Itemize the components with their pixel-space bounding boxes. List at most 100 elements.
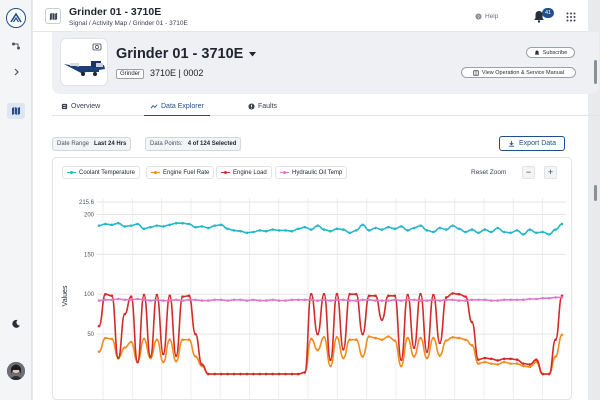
data-point bbox=[489, 357, 493, 361]
data-point bbox=[239, 372, 242, 376]
legend-item-coolant[interactable]: Coolant Temperature bbox=[62, 166, 140, 179]
date-range-select[interactable]: Date Range Last 24 Hrs bbox=[52, 137, 132, 151]
data-point bbox=[123, 346, 127, 349]
data-point bbox=[187, 338, 191, 341]
data-point bbox=[509, 357, 512, 361]
asset-name: Grinder 01 - 3710E bbox=[116, 46, 244, 62]
route-icon[interactable] bbox=[7, 38, 25, 54]
data-point bbox=[348, 231, 352, 235]
data-point bbox=[219, 372, 223, 376]
data-point bbox=[335, 227, 339, 231]
data-point bbox=[168, 223, 172, 227]
data-point bbox=[399, 364, 403, 368]
export-data-button[interactable]: Export Data bbox=[499, 136, 565, 151]
data-point bbox=[560, 296, 564, 299]
data-point bbox=[104, 298, 107, 302]
data-point bbox=[342, 356, 345, 360]
data-point bbox=[528, 365, 532, 369]
data-point bbox=[149, 299, 152, 302]
data-point bbox=[419, 292, 422, 296]
data-point bbox=[245, 299, 249, 302]
data-point bbox=[213, 224, 217, 227]
left-rail bbox=[0, 0, 32, 400]
map-icon[interactable] bbox=[7, 103, 25, 119]
data-point bbox=[541, 230, 545, 234]
zoom-in-button[interactable]: + bbox=[544, 166, 557, 179]
legend-swatch bbox=[221, 170, 230, 174]
tab-faults[interactable]: Faults bbox=[248, 100, 277, 113]
trend-icon bbox=[150, 104, 158, 109]
data-point bbox=[187, 222, 191, 226]
legend-item-engine-load[interactable]: Engine Load bbox=[216, 166, 272, 179]
data-point bbox=[136, 360, 139, 364]
data-point bbox=[348, 299, 352, 302]
data-point bbox=[207, 226, 210, 230]
data-point bbox=[464, 295, 467, 298]
data-point bbox=[393, 339, 397, 342]
data-point bbox=[232, 298, 236, 302]
line-chart[interactable]: 215.6 200 150 100 50 Values bbox=[53, 158, 572, 400]
data-point bbox=[361, 298, 364, 302]
data-point bbox=[149, 355, 152, 358]
legend-item-fuel-rate[interactable]: Engine Fuel Rate bbox=[146, 166, 215, 179]
y-tick-label: 215.6 bbox=[79, 200, 95, 206]
subscribe-label: Subscribe bbox=[542, 49, 568, 56]
scrollbar-thumb[interactable] bbox=[594, 60, 597, 84]
data-point bbox=[367, 298, 371, 302]
data-point bbox=[226, 372, 229, 376]
data-point bbox=[200, 299, 204, 302]
app-logo-icon[interactable] bbox=[6, 8, 26, 28]
data-point bbox=[277, 299, 281, 302]
data-point bbox=[502, 360, 506, 364]
data-point bbox=[181, 295, 184, 298]
tab-data-explorer[interactable]: Data Explorer bbox=[144, 100, 210, 116]
tab-overview[interactable]: Overview bbox=[61, 100, 100, 113]
data-point bbox=[515, 298, 519, 302]
data-point bbox=[419, 299, 422, 302]
data-point bbox=[110, 337, 114, 341]
camera-icon[interactable] bbox=[92, 43, 102, 51]
data-point bbox=[207, 299, 210, 302]
data-point bbox=[174, 298, 178, 302]
legend-swatch bbox=[280, 170, 289, 174]
subscribe-button[interactable]: Subscribe bbox=[526, 47, 575, 58]
avatar[interactable] bbox=[7, 362, 25, 380]
data-point bbox=[136, 222, 139, 226]
data-points-select[interactable]: Data Points: 4 of 124 Selected bbox=[145, 137, 242, 151]
data-point bbox=[271, 372, 274, 376]
data-point bbox=[155, 338, 159, 341]
data-point bbox=[432, 293, 435, 297]
data-point bbox=[528, 297, 532, 301]
help-button[interactable]: ? Help bbox=[475, 13, 498, 20]
data-point bbox=[264, 229, 268, 233]
data-point bbox=[200, 225, 204, 228]
reset-zoom-button[interactable]: Reset Zoom bbox=[471, 169, 507, 176]
data-point bbox=[483, 228, 487, 231]
scrollbar-thumb[interactable] bbox=[594, 185, 597, 201]
apps-grid-icon[interactable] bbox=[566, 12, 576, 22]
data-point bbox=[412, 298, 416, 302]
theme-toggle-icon[interactable] bbox=[7, 316, 25, 332]
bell-icon[interactable] bbox=[533, 10, 547, 24]
data-point bbox=[438, 354, 442, 357]
data-point bbox=[303, 371, 307, 374]
data-point bbox=[380, 338, 384, 341]
data-point bbox=[271, 298, 274, 302]
data-point bbox=[425, 350, 429, 353]
manual-button[interactable]: View Operation & Service Manual bbox=[461, 67, 576, 78]
caret-down-icon[interactable] bbox=[249, 51, 257, 57]
chevron-right-icon[interactable] bbox=[7, 64, 25, 80]
legend-item-hydraulic[interactable]: Hydraulic Oil Temp bbox=[275, 166, 348, 179]
data-point bbox=[309, 337, 313, 341]
breadcrumb[interactable]: Signal / Activity Map / Grinder 01 - 371… bbox=[69, 20, 188, 27]
asset-title[interactable]: Grinder 01 - 3710E bbox=[116, 46, 257, 62]
map-icon[interactable] bbox=[45, 8, 61, 24]
data-point bbox=[181, 299, 184, 302]
data-point bbox=[174, 354, 178, 357]
data-point bbox=[123, 298, 127, 302]
data-point bbox=[387, 225, 390, 229]
tab-label: Data Explorer bbox=[161, 103, 204, 110]
data-point bbox=[432, 230, 435, 234]
zoom-out-button[interactable]: − bbox=[522, 166, 535, 179]
data-point bbox=[515, 358, 519, 361]
